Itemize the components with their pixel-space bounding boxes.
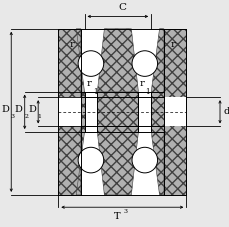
Polygon shape [80, 92, 85, 132]
Text: r: r [139, 79, 144, 88]
Text: r: r [170, 40, 174, 49]
Polygon shape [150, 29, 163, 97]
Text: d: d [222, 107, 229, 116]
Text: 3: 3 [123, 210, 127, 215]
Polygon shape [150, 92, 163, 132]
Circle shape [78, 51, 103, 76]
Text: 2: 2 [24, 114, 28, 119]
Bar [58, 29, 185, 195]
Polygon shape [76, 126, 85, 195]
Text: C: C [118, 3, 126, 12]
Bar [58, 29, 80, 195]
Bar [58, 97, 80, 126]
Bar [163, 97, 185, 126]
Text: r: r [87, 79, 91, 88]
Polygon shape [150, 126, 163, 195]
Text: T: T [113, 212, 120, 221]
Bar [163, 29, 185, 195]
Text: D: D [14, 105, 22, 114]
Text: D: D [28, 105, 36, 114]
Text: 1: 1 [93, 88, 97, 96]
Bar [58, 97, 80, 126]
Text: 1: 1 [144, 88, 149, 96]
Polygon shape [76, 29, 85, 97]
Text: 1: 1 [38, 114, 41, 119]
Text: r: r [69, 40, 74, 49]
Polygon shape [97, 132, 138, 195]
Text: B: B [114, 102, 121, 111]
Text: D: D [1, 105, 9, 114]
Text: 3: 3 [11, 114, 15, 119]
Circle shape [131, 147, 157, 173]
Polygon shape [97, 29, 138, 92]
Polygon shape [97, 92, 138, 132]
Bar [163, 97, 185, 126]
Circle shape [131, 51, 157, 76]
Circle shape [78, 147, 103, 173]
